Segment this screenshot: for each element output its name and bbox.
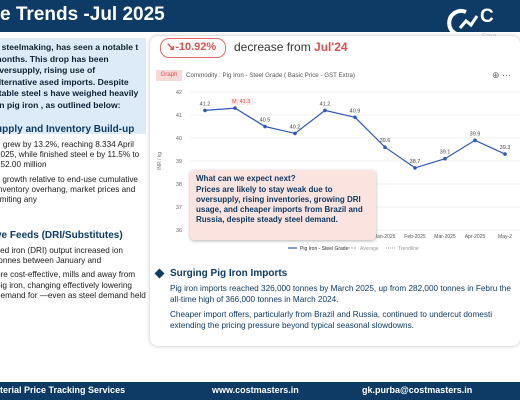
- legend-label: Average: [360, 246, 379, 252]
- footer-website[interactable]: www.costmasters.in: [212, 385, 299, 395]
- data-label: 41.2: [200, 101, 211, 107]
- x-tick-label: May-2: [498, 234, 512, 240]
- data-point: [263, 124, 267, 129]
- highlight-box: [231, 98, 253, 106]
- data-point: [293, 131, 297, 136]
- footer-email[interactable]: gk.purba@costmasters.in: [362, 385, 473, 395]
- bullet: ced iron (DRI) output increased ion tonn…: [0, 246, 123, 266]
- data-point: [383, 145, 387, 149]
- y-tick-label: 39: [176, 159, 182, 165]
- change-pill: [160, 38, 226, 58]
- data-point: [503, 152, 507, 156]
- y-tick-label: 38: [176, 182, 182, 188]
- chart-legend: Pig Iron - Steel Grade Average Trendline: [288, 246, 419, 252]
- data-label: 38.7: [410, 159, 421, 165]
- supply-bullets: n grew by 13.2%, reaching 8.334 April 20…: [0, 140, 146, 209]
- bullet: ore cost-effective, mills and away from …: [0, 270, 146, 300]
- intro-box: n steelmaking, has seen a notable t mont…: [0, 38, 146, 134]
- surging-paragraph-1: Pig iron imports reached 326,000 tonnes …: [170, 284, 511, 304]
- data-label: 39.6: [380, 138, 391, 144]
- legend-label: Pig Iron - Steel Grade: [300, 246, 349, 252]
- data-label: 39.3: [500, 145, 511, 151]
- data-label: 39.1: [440, 150, 451, 156]
- surging-title: Surging Pig Iron Imports: [170, 268, 288, 279]
- data-label: 39.9: [470, 131, 481, 137]
- chart-tools-icon[interactable]: ⊕ ⋯: [492, 70, 512, 80]
- down-arrow-icon: ↘: [166, 41, 176, 53]
- data-point: [413, 166, 417, 170]
- logo-text: C: [480, 6, 495, 27]
- bullet: n grew by 13.2%, reaching 8.334 April 20…: [0, 140, 140, 170]
- x-tick-label: Apr-2025: [465, 234, 486, 240]
- costmasters-logo-icon: [447, 9, 479, 37]
- data-point: [233, 106, 237, 110]
- y-tick-label: 41: [176, 113, 182, 119]
- forecast-callout: What can we expect next? Prices are like…: [190, 170, 376, 240]
- change-percent: -10.92%: [175, 41, 217, 53]
- data-label: 40.9: [350, 108, 361, 114]
- y-tick-label: 36: [176, 228, 182, 234]
- x-tick-label: Mar-2025: [434, 234, 456, 240]
- y-axis-label: INR / kg: [157, 152, 163, 170]
- data-label: 41.2: [320, 101, 331, 107]
- data-label: 40.5: [260, 118, 271, 124]
- header-bar: [0, 0, 520, 32]
- section-title-feeds: ve Feeds (DRI/Substitutes): [0, 230, 123, 241]
- data-point: [203, 108, 207, 113]
- commodity-label: Commodity : Pig Iron - Steel Grade ( Bas…: [186, 72, 356, 79]
- intro-text: n steelmaking, has seen a notable t mont…: [0, 42, 139, 110]
- callout-body: Prices are likely to stay weak due to ov…: [196, 185, 363, 224]
- data-point: [323, 108, 327, 113]
- page-title: e Trends -Jul 2025: [0, 4, 165, 25]
- y-tick-label: 37: [176, 205, 182, 211]
- x-tick-label: Jan-2025: [375, 234, 396, 240]
- surging-paragraph-2: Cheaper import offers, particularly from…: [170, 310, 493, 330]
- graph-tag: Graph: [156, 70, 182, 81]
- data-point: [443, 156, 447, 161]
- logo-tagline: Sma: [481, 31, 496, 40]
- section-title-supply: upply and Inventory Build-up: [0, 124, 135, 135]
- left-panel: n steelmaking, has seen a notable t mont…: [0, 32, 148, 376]
- change-value: ↘-10.92%: [166, 40, 216, 53]
- change-ref: Jul'24: [314, 40, 348, 54]
- y-tick-label: 42: [176, 90, 182, 96]
- data-label: 40.2: [290, 124, 301, 130]
- footer-bar: [0, 382, 520, 400]
- change-caption: decrease from Jul'24: [234, 40, 348, 54]
- data-points: 41.2 M: 41.3 40.5 40.2 41.2 40.9 39.6 38.7 39.1 3…: [200, 98, 511, 170]
- bullet: y growth relative to end-use cumulative …: [0, 174, 138, 205]
- change-text: decrease from: [234, 40, 311, 54]
- data-point: [353, 115, 357, 120]
- x-tick-label: Feb-2025: [404, 234, 426, 240]
- legend-label: Trendline: [398, 246, 419, 252]
- y-axis-ticks: 36 37 38 39 40 41 42: [176, 90, 182, 234]
- y-tick-label: 40: [176, 136, 182, 142]
- data-label: M: 41.3: [232, 99, 250, 105]
- footer-services: terial Price Tracking Services: [0, 385, 126, 395]
- feeds-bullets: ced iron (DRI) output increased ion tonn…: [0, 246, 146, 305]
- data-point: [473, 138, 477, 143]
- callout-title: What can we expect next?: [196, 174, 296, 183]
